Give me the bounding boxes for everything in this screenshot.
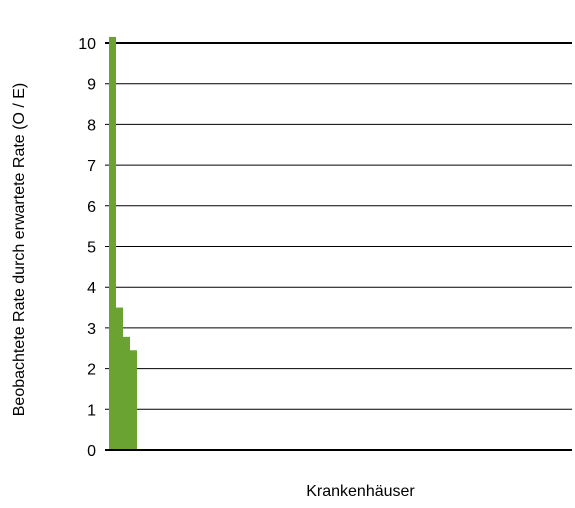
y-tick-label: 2 [87,362,96,379]
bar [109,36,116,451]
y-tick-label: 8 [87,117,96,134]
bar [116,307,123,450]
y-tick-label: 1 [87,402,96,419]
y-axis-label: Beobachtete Rate durch erwartete Rate (O… [11,83,28,417]
y-tick-labels: 0 1 2 3 4 5 6 7 8 9 10 [78,36,96,460]
bar [130,350,137,450]
y-tick-label: 3 [87,321,96,338]
bar [123,336,130,450]
y-tick-label: 0 [87,443,96,460]
gridlines [105,42,572,410]
x-axis-label: Krankenhäuser [306,483,415,500]
y-tick-label: 9 [87,77,96,94]
y-tick-label: 10 [78,36,96,53]
y-tick-label: 4 [87,280,96,297]
y-tick-label: 7 [87,158,96,175]
bars [109,36,137,451]
y-tick-label: 6 [87,199,96,216]
y-tick-label: 5 [87,240,96,257]
